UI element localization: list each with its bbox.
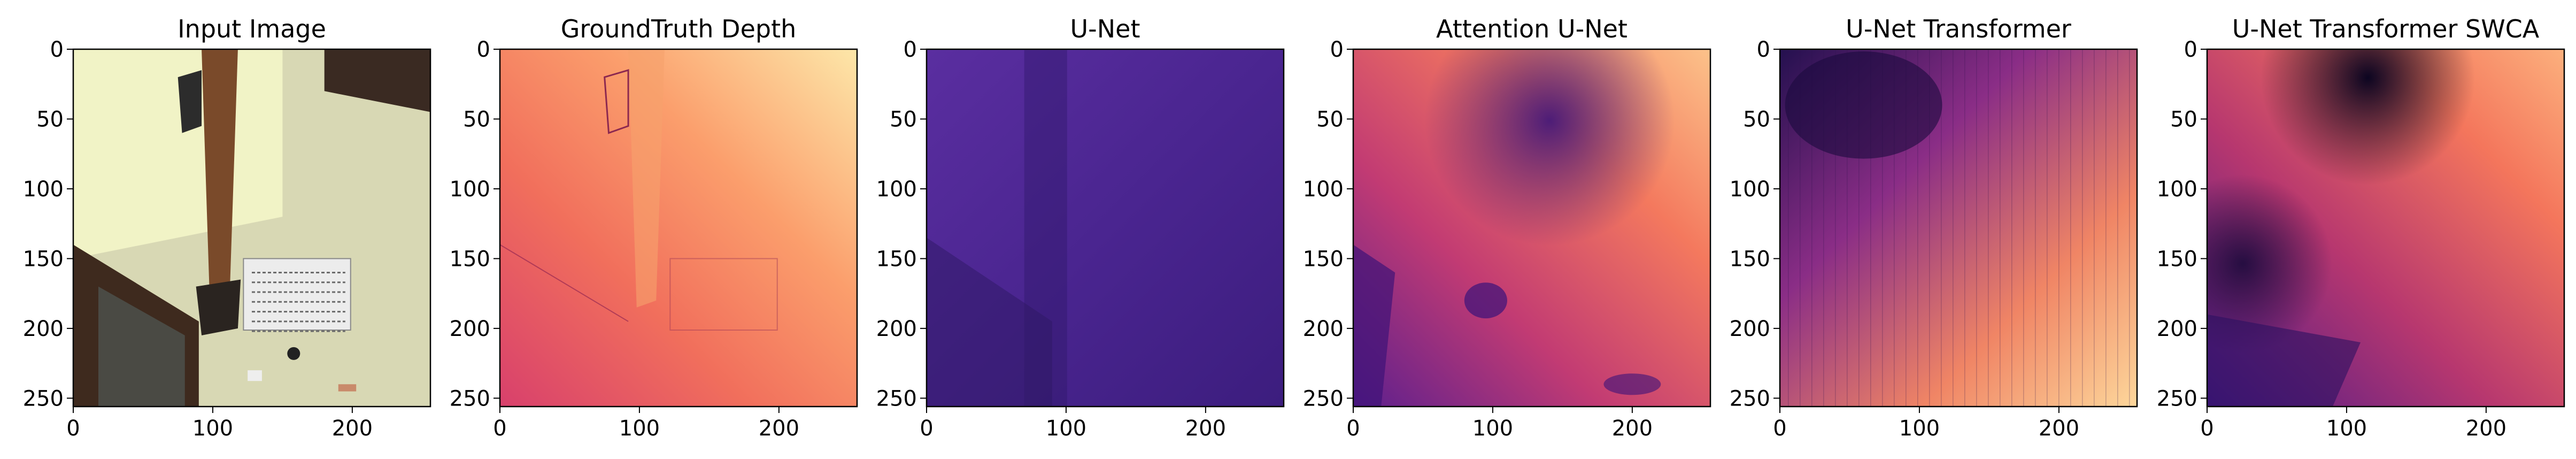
y-tick-label: 0 <box>50 37 64 62</box>
panel-title: U-Net Transformer SWCA <box>2232 14 2540 43</box>
y-tick-label: 250 <box>450 386 490 411</box>
y-tick-label: 100 <box>876 177 917 202</box>
panel-frame <box>72 48 431 408</box>
x-tick-label: 200 <box>1612 416 1653 441</box>
panel-frame <box>2206 48 2565 408</box>
panel-frame <box>499 48 858 408</box>
x-tick-label: 100 <box>619 416 660 441</box>
x-tick-label: 0 <box>920 416 933 441</box>
x-tick-label: 200 <box>2039 416 2079 441</box>
y-tick-label: 250 <box>876 386 917 411</box>
panel-1: Input Image 0 100 200 0 50 100 150 200 250 <box>23 14 431 441</box>
y-tick-label: 100 <box>2157 177 2197 202</box>
x-tick-label: 100 <box>1899 416 1940 441</box>
y-tick-label: 250 <box>23 386 64 411</box>
y-tick-label: 150 <box>1730 247 1770 271</box>
x-tick-label: 0 <box>2200 416 2213 441</box>
x-tick-label: 100 <box>2326 416 2367 441</box>
panel-frame <box>925 48 1285 408</box>
y-tick-label: 200 <box>2157 317 2197 341</box>
y-tick-label: 0 <box>1757 37 1770 62</box>
y-tick-label: 50 <box>1316 107 1344 132</box>
x-tick-label: 200 <box>1185 416 1226 441</box>
panel-5: U-Net Transformer 0 100 200 0 50 100 150 200 250 <box>1730 14 2138 441</box>
y-tick-label: 100 <box>450 177 490 202</box>
y-tick-label: 250 <box>1730 386 1770 411</box>
y-tick-label: 200 <box>1303 317 1344 341</box>
panel-image <box>500 49 857 407</box>
y-tick-label: 150 <box>450 247 490 271</box>
x-tick-label: 0 <box>66 416 80 441</box>
panel-image <box>927 49 1284 407</box>
y-tick-label: 150 <box>23 247 64 271</box>
x-tick-label: 200 <box>2466 416 2506 441</box>
y-tick-label: 50 <box>890 107 917 132</box>
x-tick-label: 0 <box>1346 416 1360 441</box>
panel-title: U-Net Transformer <box>1846 14 2071 43</box>
y-tick-label: 0 <box>904 37 917 62</box>
x-tick-label: 0 <box>1773 416 1786 441</box>
y-tick-label: 250 <box>2157 386 2197 411</box>
y-tick-label: 150 <box>1303 247 1344 271</box>
y-tick-label: 0 <box>477 37 490 62</box>
panel-title: Attention U-Net <box>1436 14 1628 43</box>
y-tick-label: 0 <box>2184 37 2197 62</box>
y-tick-label: 200 <box>876 317 917 341</box>
y-tick-label: 50 <box>2170 107 2197 132</box>
y-tick-label: 150 <box>876 247 917 271</box>
y-tick-label: 200 <box>1730 317 1770 341</box>
panel-title: U-Net <box>1070 14 1140 43</box>
y-tick-label: 150 <box>2157 247 2197 271</box>
panel-image <box>73 49 430 407</box>
panel-frame <box>1779 48 2138 408</box>
panel-3: U-Net 0 100 200 0 50 100 150 200 250 <box>876 14 1285 441</box>
x-tick-label: 0 <box>493 416 506 441</box>
panel-image <box>1353 49 1710 407</box>
panel-frame <box>1352 48 1711 408</box>
y-tick-label: 200 <box>23 317 64 341</box>
y-tick-label: 50 <box>463 107 490 132</box>
panel-image <box>2207 49 2564 407</box>
x-tick-label: 200 <box>759 416 799 441</box>
y-tick-label: 100 <box>1303 177 1344 202</box>
y-tick-label: 100 <box>1730 177 1770 202</box>
panel-2: GroundTruth Depth 0 100 200 0 50 100 150 200 250 <box>450 14 858 441</box>
x-tick-label: 100 <box>1472 416 1513 441</box>
y-tick-label: 50 <box>1743 107 1770 132</box>
y-tick-label: 200 <box>450 317 490 341</box>
panel-6: U-Net Transformer SWCA 0 100 200 0 50 100 150 20… <box>2157 14 2565 441</box>
y-tick-label: 50 <box>36 107 64 132</box>
y-tick-label: 100 <box>23 177 64 202</box>
panel-4: Attention U-Net 0 100 200 0 50 100 150 200 250 <box>1303 14 1711 441</box>
y-tick-label: 0 <box>1330 37 1344 62</box>
x-tick-label: 200 <box>332 416 373 441</box>
panel-title: GroundTruth Depth <box>561 14 797 43</box>
panel-title: Input Image <box>178 14 326 43</box>
x-tick-label: 100 <box>192 416 233 441</box>
y-tick-label: 250 <box>1303 386 1344 411</box>
panel-image <box>1780 49 2137 407</box>
x-tick-label: 100 <box>1046 416 1086 441</box>
